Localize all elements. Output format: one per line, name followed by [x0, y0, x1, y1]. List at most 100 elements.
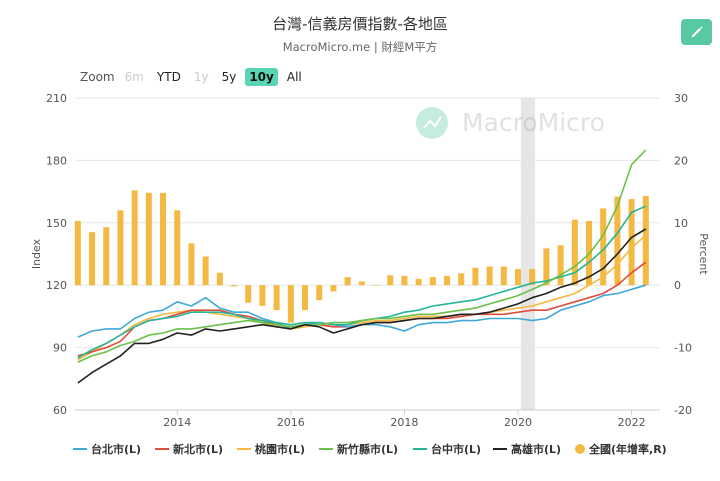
y-tick-label: 210: [46, 92, 67, 105]
legend-item-kaohsiung[interactable]: 高雄市(L): [493, 441, 561, 457]
bar-national: [174, 210, 181, 286]
y-tick-label: 60: [53, 404, 67, 417]
legend-label-hsinchu: 新竹縣市(L): [337, 443, 399, 456]
watermark: MacroMicro: [416, 107, 605, 139]
zoom-10y-button[interactable]: 10y: [245, 68, 278, 86]
bar-national: [614, 196, 621, 286]
legend-label-taichung: 台中市(L): [431, 443, 482, 456]
bar-national: [330, 285, 337, 292]
bar-national: [586, 220, 593, 286]
edit-button[interactable]: [681, 19, 712, 45]
series-line-taichung: [77, 205, 647, 359]
legend: 台北市(L) 新北市(L) 桃園市(L) 新竹縣市(L) 台中市(L) 高雄市(…: [0, 441, 720, 461]
bar-national: [571, 219, 578, 286]
legend-label-taoyuan: 桃園市(L): [255, 443, 306, 456]
bar-national: [515, 268, 522, 286]
series-line-hsinchu: [77, 149, 647, 363]
bar-national: [557, 245, 564, 286]
bar-national: [415, 278, 422, 286]
zoom-all-button[interactable]: All: [286, 70, 302, 84]
legend-swatch-taichung: [413, 448, 427, 450]
bar-national: [259, 285, 266, 306]
chart-subtitle: MacroMicro.me | 財經M平方: [282, 40, 438, 54]
x-tick-label: 2022: [618, 416, 646, 429]
bar-national: [373, 285, 380, 286]
y-tick-label: 90: [53, 342, 67, 355]
bar-national: [529, 268, 536, 286]
zoom-ytd-button[interactable]: YTD: [156, 70, 181, 84]
grid: [75, 97, 660, 411]
bar-national: [387, 275, 394, 286]
legend-swatch-kaohsiung: [493, 448, 507, 450]
bar-national: [160, 192, 167, 286]
bar-national: [344, 277, 351, 286]
bar-national: [145, 192, 152, 286]
y2-axis-label: Percent: [697, 233, 710, 275]
bar-national: [543, 248, 550, 286]
bar-national: [216, 272, 223, 286]
bar-national: [600, 208, 607, 286]
legend-swatch-hsinchu: [319, 448, 333, 450]
bar-national: [89, 232, 96, 286]
series-line-newtaipei: [77, 261, 647, 357]
bars-national: [74, 190, 649, 323]
legend-item-taipei[interactable]: 台北市(L): [73, 441, 141, 457]
watermark-text: MacroMicro: [462, 108, 605, 137]
legend-swatch-national: [575, 444, 585, 454]
y-axis-label: Index: [30, 238, 43, 269]
y2-tick-label: -10: [674, 342, 692, 355]
y2-tick-label: 20: [674, 154, 688, 167]
bar-national: [486, 266, 493, 286]
legend-label-taipei: 台北市(L): [91, 443, 142, 456]
shaded-band: [520, 98, 536, 410]
bar-national: [628, 199, 635, 286]
bar-national: [500, 266, 507, 286]
bar-national: [202, 256, 209, 286]
bar-national: [273, 285, 280, 311]
chart-title: 台灣-信義房價指數-各地區: [272, 15, 448, 33]
axes: 60 90 120 150 180 210 -20 -10 0 10 20 30 2014 2016 201…: [30, 92, 710, 429]
watermark-logo-icon: [416, 107, 448, 139]
zoom-5y-button[interactable]: 5y: [221, 70, 237, 84]
y2-tick-label: 10: [674, 217, 688, 230]
legend-item-newtaipei[interactable]: 新北市(L): [155, 441, 223, 457]
bar-national: [103, 227, 110, 286]
bar-national: [444, 275, 451, 286]
legend-item-national[interactable]: 全國(年增率,R): [575, 441, 667, 457]
bar-national: [302, 285, 309, 311]
bar-national: [74, 220, 81, 286]
x-tick-label: 2020: [504, 416, 532, 429]
legend-item-taichung[interactable]: 台中市(L): [413, 441, 481, 457]
zoom-1y-button[interactable]: 1y: [193, 70, 209, 84]
bar-national: [458, 273, 465, 286]
y2-tick-label: 30: [674, 92, 688, 105]
legend-label-newtaipei: 新北市(L): [173, 443, 224, 456]
bar-national: [287, 285, 294, 323]
bar-national: [429, 277, 436, 286]
series-line-taoyuan: [77, 234, 647, 361]
legend-swatch-taipei: [73, 448, 87, 450]
legend-swatch-newtaipei: [155, 448, 169, 450]
legend-item-hsinchu[interactable]: 新竹縣市(L): [319, 441, 398, 457]
bar-national: [117, 210, 124, 286]
bar-national: [245, 285, 252, 303]
x-tick-label: 2018: [390, 416, 418, 429]
series-line-taipei: [77, 284, 647, 338]
zoom-6m-button[interactable]: 6m: [124, 70, 144, 84]
y2-tick-label: -20: [674, 404, 692, 417]
zoom-bar: Zoom 6m YTD 1y 5y 10y All: [80, 68, 311, 86]
bar-national: [358, 281, 365, 286]
legend-item-taoyuan[interactable]: 桃園市(L): [237, 441, 305, 457]
shaded-period: [520, 98, 536, 410]
legend-label-kaohsiung: 高雄市(L): [511, 443, 562, 456]
legend-label-national: 全國(年增率,R): [589, 443, 667, 456]
y-tick-label: 180: [46, 154, 67, 167]
watermark-logo-line: [423, 116, 442, 129]
bar-national: [472, 267, 479, 286]
y-tick-label: 120: [46, 279, 67, 292]
bar-national: [401, 275, 408, 286]
series-lines: [77, 149, 647, 384]
pencil-icon: [691, 26, 703, 37]
bar-national: [642, 195, 649, 286]
bar-national: [316, 285, 323, 301]
